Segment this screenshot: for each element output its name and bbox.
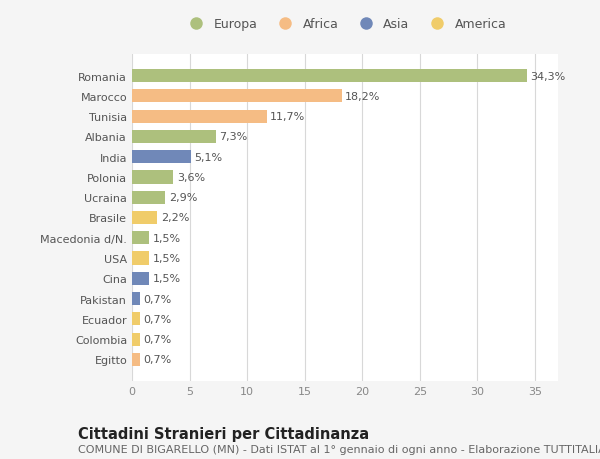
Bar [132, 70, 527, 83]
Text: 1,5%: 1,5% [153, 274, 181, 284]
Text: COMUNE DI BIGARELLO (MN) - Dati ISTAT al 1° gennaio di ogni anno - Elaborazione : COMUNE DI BIGARELLO (MN) - Dati ISTAT al… [78, 444, 600, 454]
Legend: Europa, Africa, Asia, America: Europa, Africa, Asia, America [181, 16, 509, 34]
Bar [132, 313, 140, 326]
Bar [132, 292, 140, 306]
Text: 0,7%: 0,7% [143, 334, 172, 344]
Text: 0,7%: 0,7% [143, 355, 172, 364]
Bar [132, 333, 140, 346]
Text: 1,5%: 1,5% [153, 233, 181, 243]
Bar [132, 130, 216, 144]
Bar [132, 232, 149, 245]
Bar [132, 151, 191, 164]
Text: 3,6%: 3,6% [177, 173, 205, 183]
Bar [132, 353, 140, 366]
Bar [132, 252, 149, 265]
Text: 5,1%: 5,1% [194, 152, 222, 162]
Text: 1,5%: 1,5% [153, 253, 181, 263]
Text: 2,9%: 2,9% [169, 193, 197, 203]
Text: 2,2%: 2,2% [161, 213, 189, 223]
Bar [132, 110, 267, 123]
Text: 18,2%: 18,2% [345, 92, 380, 102]
Bar [132, 212, 157, 224]
Bar [132, 90, 341, 103]
Bar [132, 272, 149, 285]
Text: 34,3%: 34,3% [530, 72, 566, 81]
Bar [132, 191, 166, 204]
Text: 0,7%: 0,7% [143, 294, 172, 304]
Text: Cittadini Stranieri per Cittadinanza: Cittadini Stranieri per Cittadinanza [78, 426, 369, 441]
Text: 0,7%: 0,7% [143, 314, 172, 324]
Text: 7,3%: 7,3% [220, 132, 248, 142]
Text: 11,7%: 11,7% [270, 112, 305, 122]
Bar [132, 171, 173, 184]
